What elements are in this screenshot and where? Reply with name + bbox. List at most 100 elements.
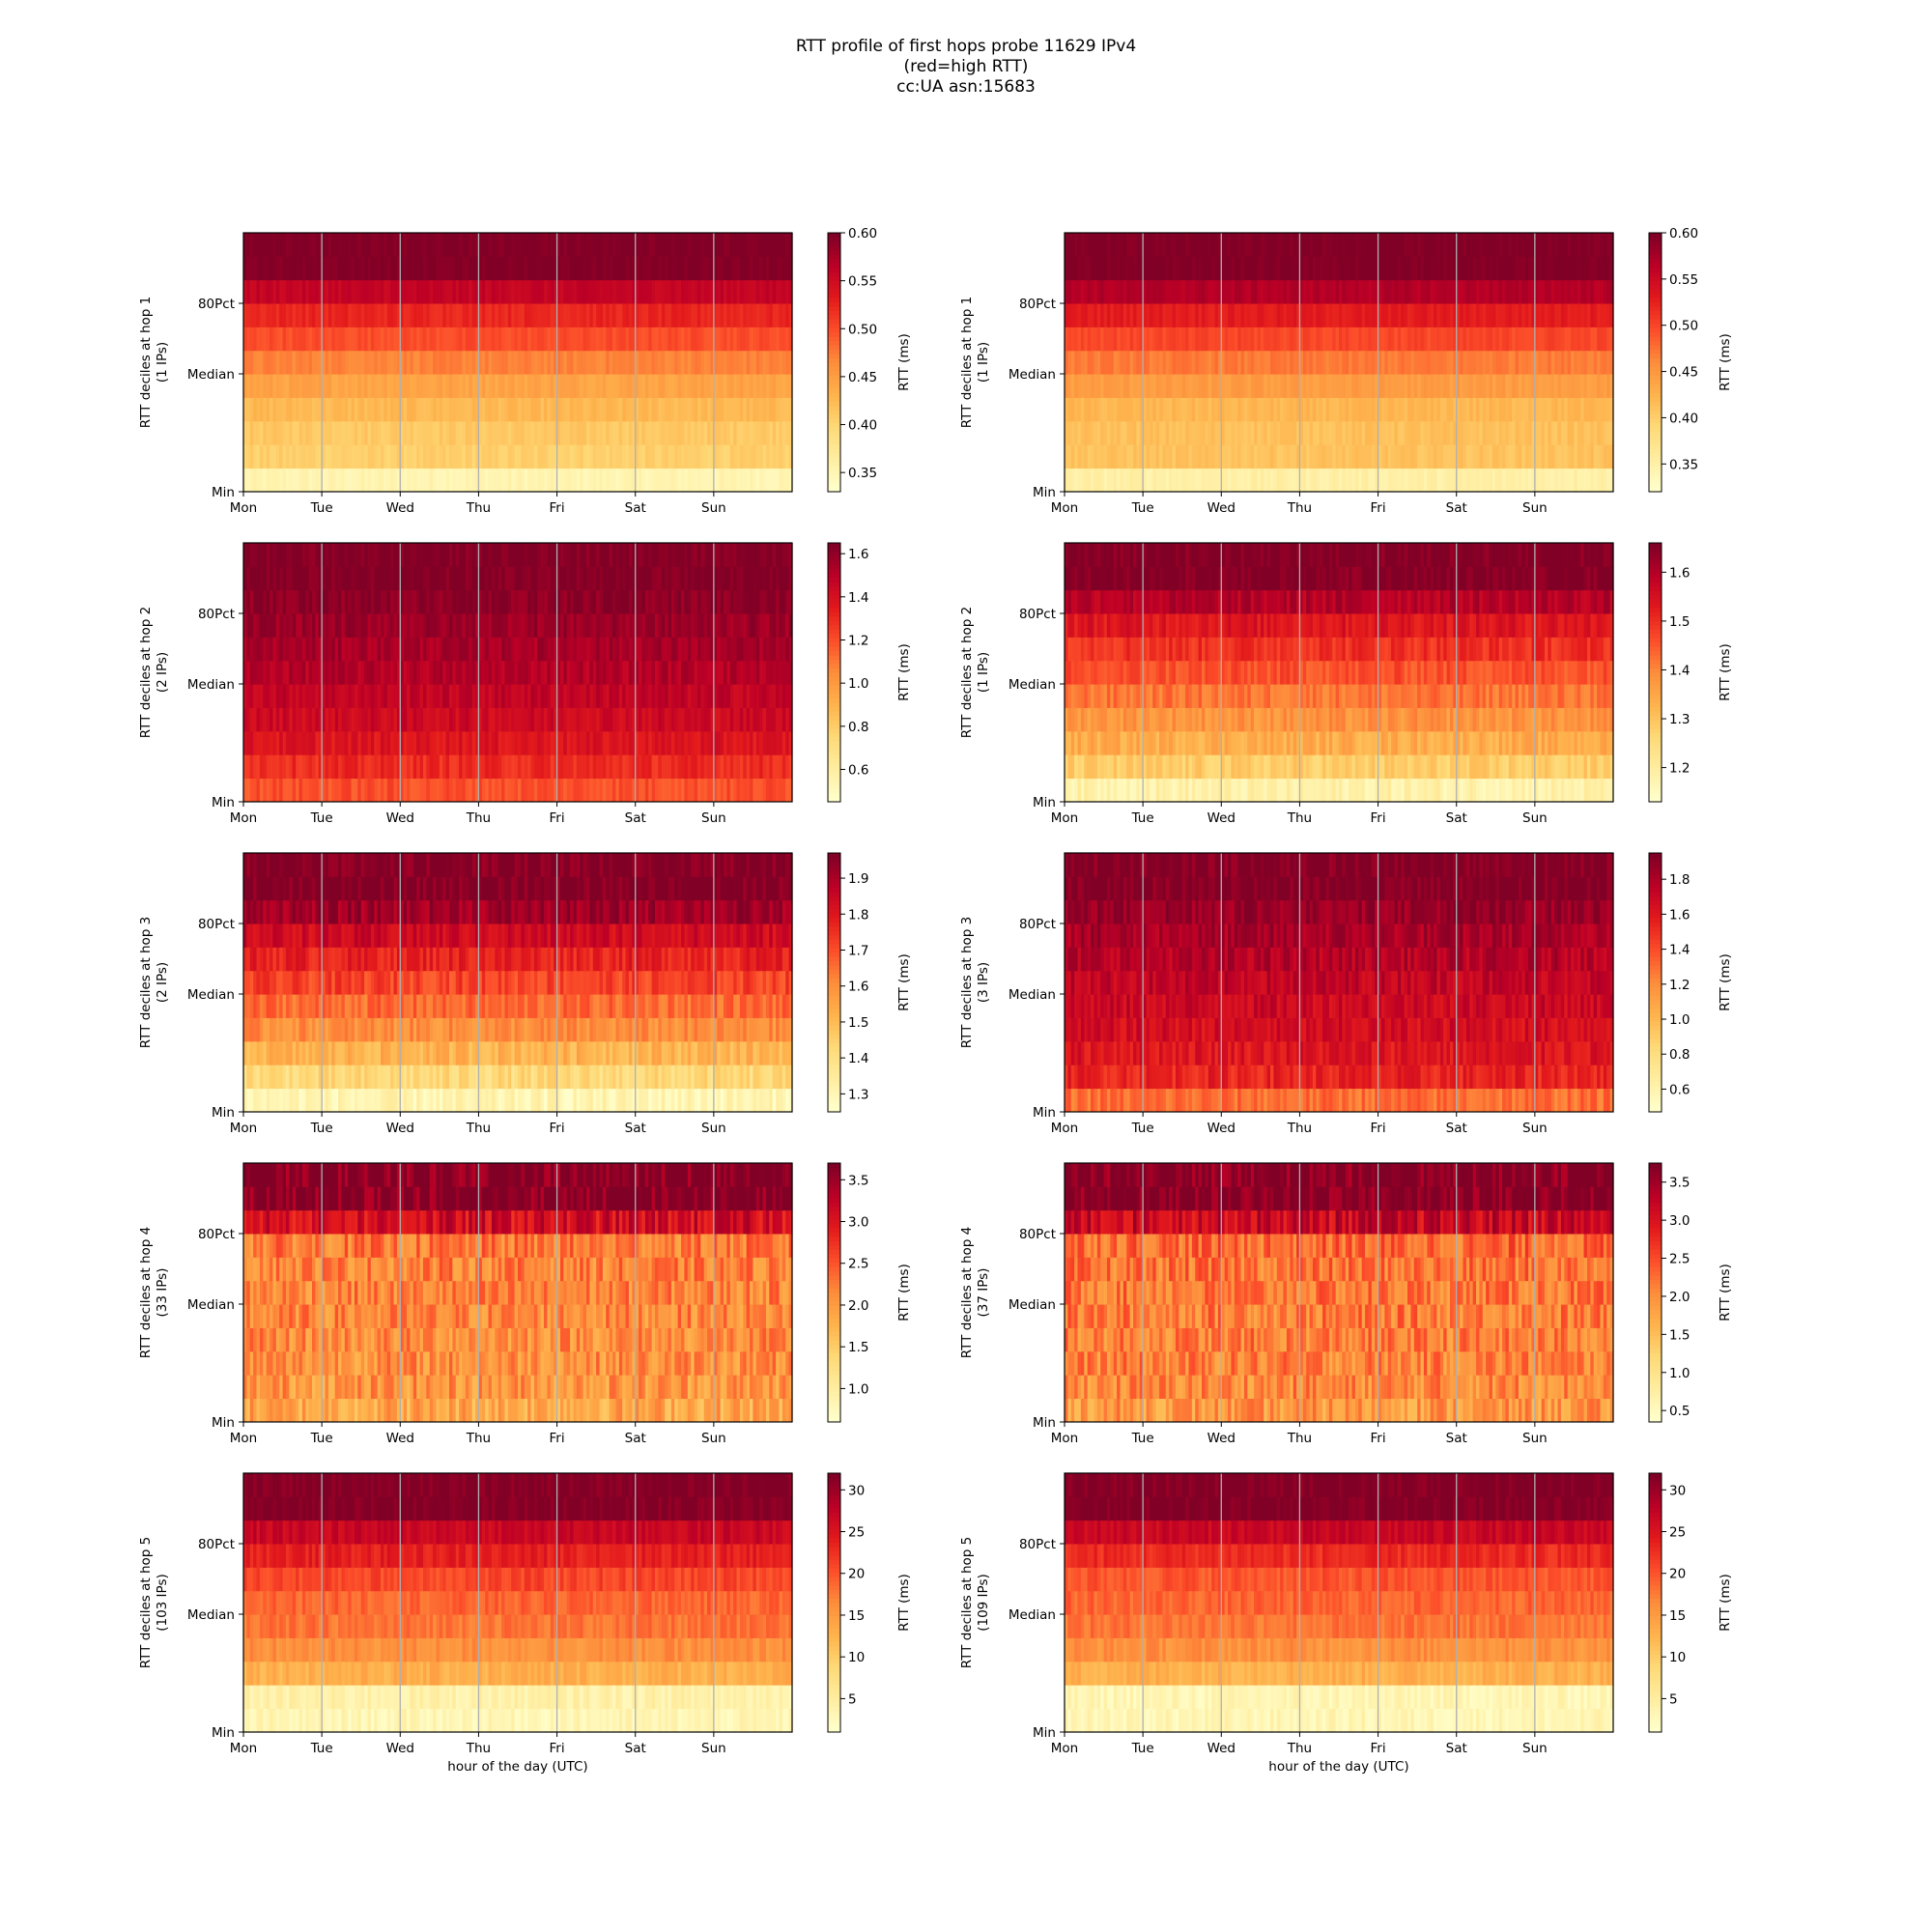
heatmap-cell [717, 327, 722, 352]
heatmap-cell [249, 327, 254, 352]
heatmap-cell [540, 468, 545, 493]
heatmap-cell [1110, 468, 1115, 493]
heatmap-cell [736, 350, 741, 375]
heatmap-cell [390, 374, 395, 398]
heatmap-cell [377, 350, 382, 375]
heatmap-cell [301, 444, 306, 469]
heatmap-cell [596, 374, 601, 398]
heatmap-cell [501, 279, 506, 304]
heatmap-cell [1247, 468, 1252, 493]
heatmap-cell [602, 684, 607, 708]
heatmap-cell [351, 303, 355, 327]
heatmap-cell [1512, 468, 1517, 493]
heatmap-cell [488, 279, 493, 304]
heatmap-cell [407, 256, 412, 281]
heatmap-cell [762, 279, 767, 304]
heatmap-cell [381, 397, 384, 422]
heatmap-cell [592, 233, 597, 257]
heatmap-cell [1349, 468, 1353, 493]
heatmap-cell [386, 420, 391, 445]
heatmap-cell [729, 420, 734, 445]
heatmap-cell [455, 420, 460, 445]
heatmap-cell [403, 233, 408, 257]
heatmap-cell [533, 279, 538, 304]
heatmap-cell [733, 468, 738, 493]
heatmap-cell [785, 350, 790, 375]
heatmap-cell [1486, 444, 1491, 469]
heatmap-cell [1378, 444, 1382, 469]
heatmap-cell [1181, 350, 1186, 375]
heatmap-cell [1290, 468, 1294, 493]
heatmap-cell [1371, 468, 1376, 493]
heatmap-cell [674, 444, 679, 469]
heatmap-cell [681, 420, 686, 445]
heatmap-cell [1080, 233, 1085, 257]
heatmap-cell [743, 397, 748, 422]
heatmap-cell [1074, 420, 1079, 445]
heatmap-cell [753, 256, 757, 281]
heatmap-cell [746, 279, 751, 304]
heatmap-cell [1202, 468, 1206, 493]
heatmap-cell [1541, 468, 1546, 493]
heatmap-cell [410, 397, 414, 422]
heatmap-cell [684, 233, 689, 257]
heatmap-cell [475, 350, 480, 375]
heatmap-cell [554, 397, 558, 422]
heatmap-cell [471, 327, 476, 352]
heatmap-cell [776, 256, 781, 281]
heatmap-cell [746, 444, 751, 469]
heatmap-cell [1191, 420, 1196, 445]
heatmap-cell [533, 444, 538, 469]
heatmap-cell [589, 256, 594, 281]
heatmap-cell [670, 327, 675, 352]
heatmap-cell [641, 279, 646, 304]
heatmap-cell [507, 279, 512, 304]
heatmap-cell [377, 397, 382, 422]
heatmap-cell [419, 233, 424, 257]
heatmap-cell [658, 420, 663, 445]
heatmap-cell [602, 256, 607, 281]
heatmap-cell [710, 444, 715, 469]
heatmap-cell [743, 303, 748, 327]
heatmap-cell [755, 374, 760, 398]
heatmap-cell [322, 279, 327, 304]
heatmap-cell [504, 350, 509, 375]
heatmap-cell [384, 468, 388, 493]
heatmap-cell [445, 468, 450, 493]
heatmap-cell [628, 468, 633, 493]
heatmap-cell [612, 420, 617, 445]
heatmap-cell [1335, 444, 1340, 469]
heatmap-cell [1495, 444, 1500, 469]
heatmap-cell [703, 730, 708, 755]
heatmap-cell [1436, 468, 1441, 493]
heatmap-cell [1492, 350, 1496, 375]
heatmap-cell [354, 350, 358, 375]
heatmap-cell [687, 397, 692, 422]
heatmap-cell [1397, 468, 1402, 493]
heatmap-cell [481, 279, 486, 304]
heatmap-cell [612, 303, 617, 327]
heatmap-cell [1446, 468, 1451, 493]
heatmap-cell [364, 468, 369, 493]
heatmap-cell [670, 707, 675, 732]
heatmap-cell [289, 444, 294, 469]
heatmap-cell [296, 256, 300, 281]
heatmap-cell [1254, 444, 1259, 469]
heatmap-cell [1143, 468, 1148, 493]
heatmap-cell [743, 420, 748, 445]
heatmap-cell [788, 256, 793, 281]
heatmap-cell [769, 374, 774, 398]
heatmap-cell [289, 397, 294, 422]
heatmap-cell [739, 256, 744, 281]
heatmap-cell [681, 327, 686, 352]
heatmap-cell [1593, 420, 1598, 445]
heatmap-cell [292, 778, 297, 803]
heatmap-cell [670, 660, 675, 685]
heatmap-cell [344, 374, 349, 398]
heatmap-cell [514, 279, 519, 304]
heatmap-cell [1286, 350, 1291, 375]
heatmap-cell [750, 303, 754, 327]
heatmap-cell [422, 303, 427, 327]
heatmap-cell [533, 303, 538, 327]
heatmap-cell [462, 444, 467, 469]
